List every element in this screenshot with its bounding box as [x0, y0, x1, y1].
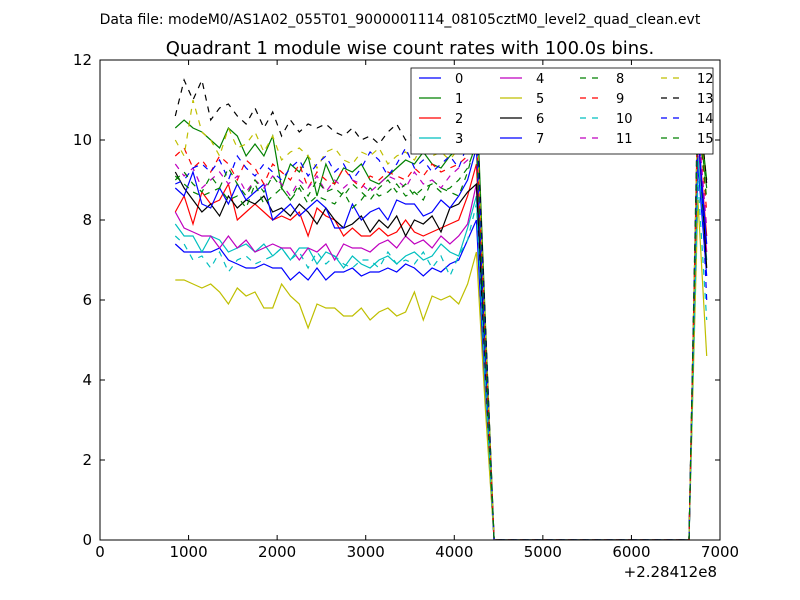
y-tick-label: 12 — [73, 51, 92, 69]
x-tick-label: 6000 — [612, 543, 650, 561]
legend-label-5: 5 — [536, 92, 544, 107]
y-tick-label: 8 — [82, 211, 92, 229]
legend-label-4: 4 — [536, 72, 544, 87]
x-tick-label: 0 — [95, 543, 105, 561]
series-line-15 — [174, 111, 708, 540]
x-tick-label: 5000 — [524, 543, 562, 561]
legend-label-8: 8 — [616, 72, 624, 87]
series-line-1 — [174, 87, 708, 540]
series-line-11 — [174, 119, 708, 540]
legend-label-10: 10 — [616, 112, 633, 127]
y-tick-label: 0 — [82, 531, 92, 549]
legend-label-9: 9 — [616, 92, 624, 107]
series-line-10 — [174, 179, 708, 540]
series-line-3 — [174, 155, 708, 540]
series-line-4 — [174, 139, 708, 540]
x-tick-label: 7000 — [701, 543, 739, 561]
legend-label-0: 0 — [455, 72, 463, 87]
x-tick-label: 2000 — [258, 543, 296, 561]
y-tick-label: 4 — [82, 371, 92, 389]
chart-title: Quadrant 1 module wise count rates with … — [166, 38, 655, 59]
y-tick-label: 6 — [82, 291, 92, 309]
series-line-9 — [174, 107, 708, 540]
x-tick-label: 1000 — [169, 543, 207, 561]
legend-label-1: 1 — [455, 92, 463, 107]
series-line-6 — [174, 123, 708, 540]
series-line-5 — [175, 199, 708, 540]
legend-label-14: 14 — [697, 112, 714, 127]
legend-label-11: 11 — [616, 132, 633, 147]
series-line-2 — [174, 131, 708, 540]
plot-frame — [99, 59, 721, 541]
legend-label-3: 3 — [455, 132, 463, 147]
legend-label-2: 2 — [455, 112, 463, 127]
legend-label-15: 15 — [697, 132, 714, 147]
legend-label-13: 13 — [697, 92, 714, 107]
x-offset-label: +2.28412e8 — [624, 563, 717, 581]
x-tick-label: 4000 — [435, 543, 473, 561]
series-line-0 — [174, 163, 708, 540]
y-tick-label: 10 — [73, 131, 92, 149]
legend-label-6: 6 — [536, 112, 544, 127]
legend-frame — [410, 67, 714, 155]
y-tick-label: 2 — [82, 451, 92, 469]
x-tick-label: 3000 — [347, 543, 385, 561]
legend-label-12: 12 — [697, 72, 714, 87]
data-file-suptitle: Data file: modeM0/AS1A02_055T01_90000011… — [100, 12, 701, 28]
legend-label-7: 7 — [536, 132, 544, 147]
